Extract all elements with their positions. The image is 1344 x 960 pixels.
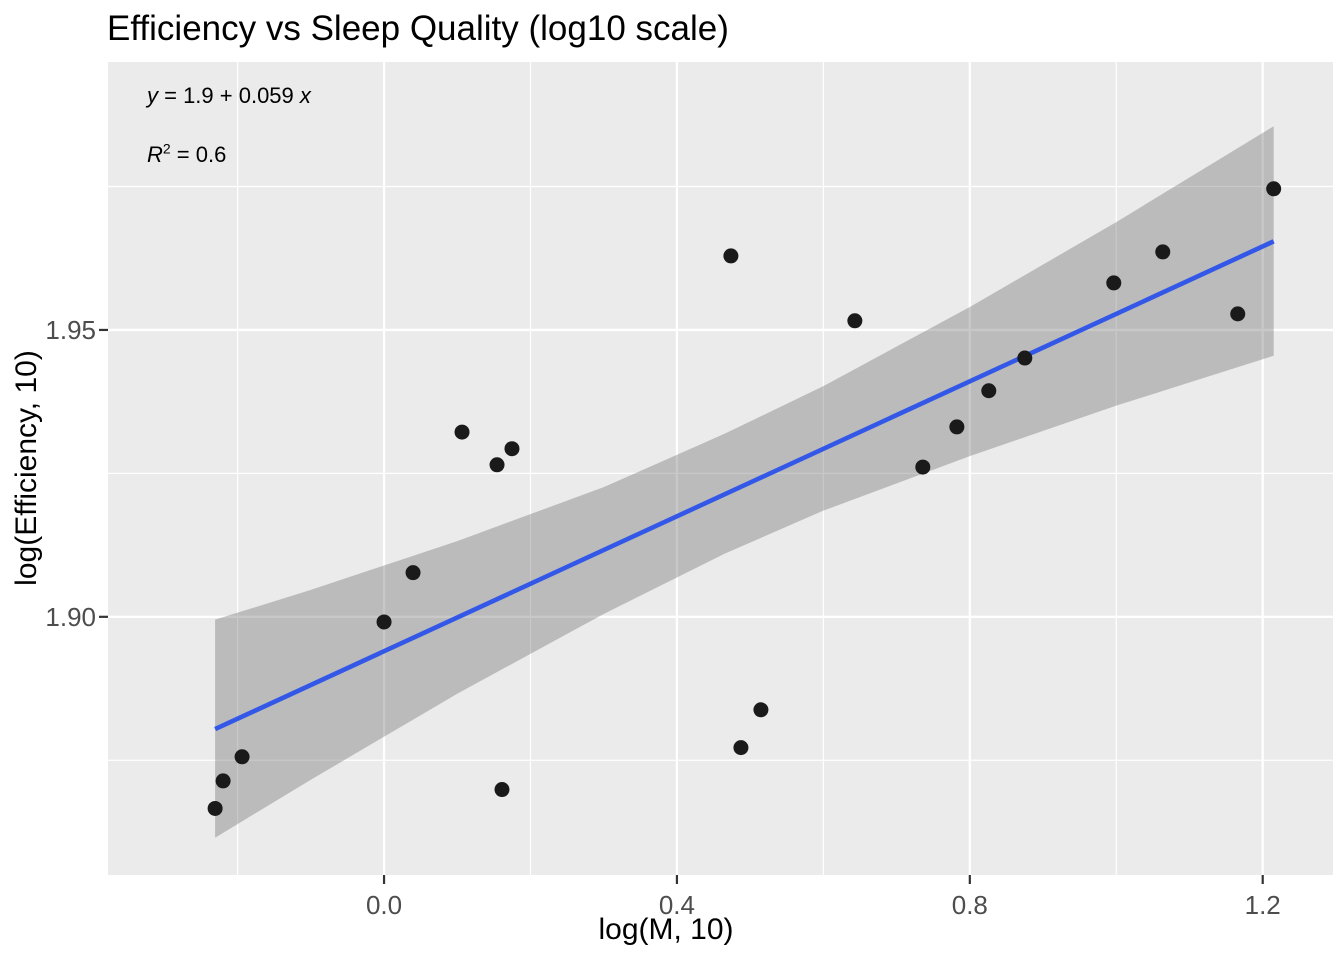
x-axis-title: log(M, 10): [598, 913, 734, 946]
scatter-point: [1017, 350, 1033, 366]
equation-x-var: x: [299, 83, 311, 108]
confidence-band: [215, 126, 1274, 838]
scatter-point: [1155, 244, 1171, 260]
x-tick-label: 0.0: [366, 890, 402, 920]
scatter-point: [1266, 181, 1282, 197]
regression-equation-label: y = 1.9 + 0.059 x: [147, 83, 311, 109]
r-squared-exponent: 2: [162, 140, 171, 157]
panel-background: [108, 62, 1333, 875]
regression-line: [214, 239, 1275, 732]
scatter-point: [207, 800, 223, 816]
scatter-point: [1106, 275, 1122, 291]
scatter-point: [215, 773, 231, 789]
plot-title: Efficiency vs Sleep Quality (log10 scale…: [107, 9, 729, 48]
x-tick-label: 1.2: [1245, 890, 1281, 920]
scatter-point: [723, 248, 739, 264]
scatter-point: [847, 313, 863, 329]
scatter-point: [494, 782, 510, 798]
y-axis-title: log(Efficiency, 10): [10, 350, 43, 586]
scatter-point: [454, 424, 470, 440]
scatter-point: [405, 565, 421, 581]
y-tick-label: 1.90: [45, 602, 96, 632]
equation-y-var: y: [147, 83, 158, 108]
r-squared-value: = 0.6: [170, 142, 227, 167]
equation-body: = 1.9 + 0.059: [158, 83, 300, 108]
y-tick-label: 1.95: [45, 315, 96, 345]
scatter-point: [504, 441, 520, 457]
scatter-point: [489, 457, 505, 473]
scatter-point: [1230, 306, 1246, 322]
x-tick-label: 0.8: [952, 890, 988, 920]
scatter-point: [376, 614, 392, 630]
r-squared-symbol: R: [147, 142, 163, 167]
scatter-point: [753, 702, 769, 718]
x-tick-label: 0.4: [659, 890, 695, 920]
scatter-point: [733, 740, 749, 756]
scatter-point: [949, 419, 965, 435]
scatter-point: [915, 459, 931, 475]
scatter-point: [981, 383, 997, 399]
r-squared-label: R2 = 0.6: [147, 142, 226, 168]
scatter-point: [234, 749, 250, 765]
